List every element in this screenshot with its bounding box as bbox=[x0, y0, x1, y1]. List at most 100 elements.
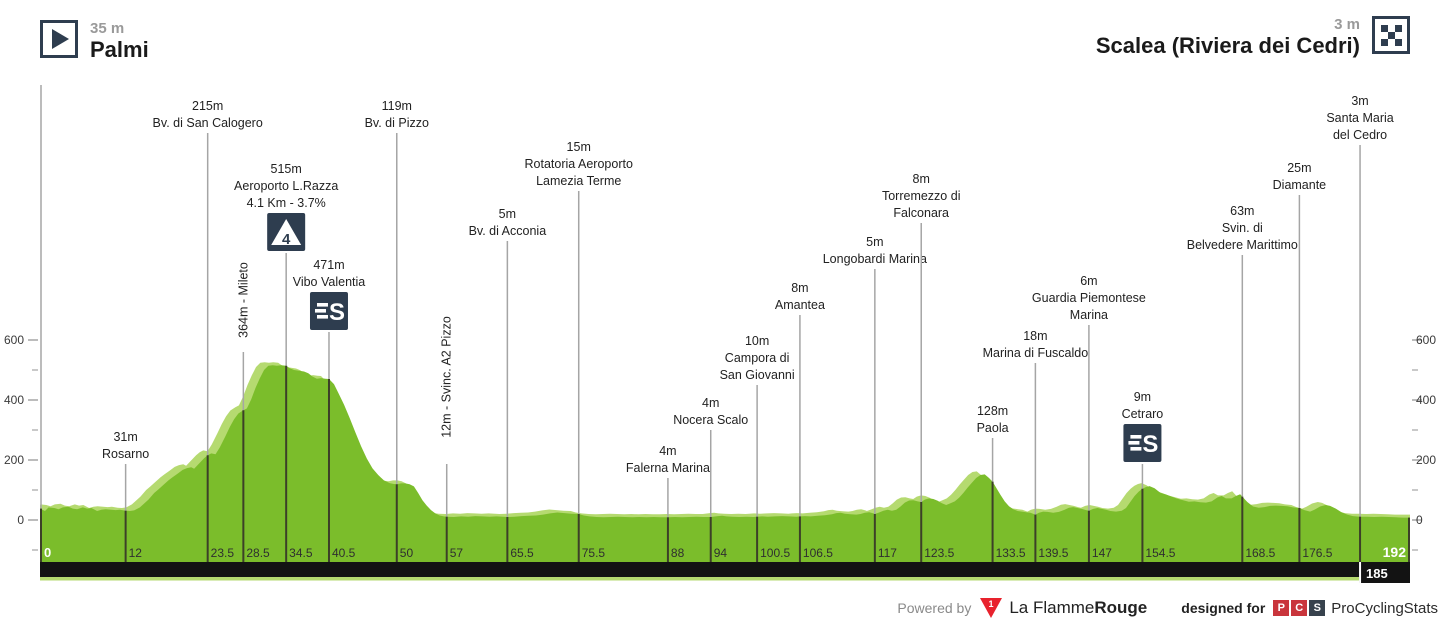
waypoint-label: 8m bbox=[913, 172, 930, 186]
start-play-icon bbox=[40, 20, 78, 58]
waypoint-label: del Cedro bbox=[1333, 128, 1387, 142]
procyclingstats-label[interactable]: ProCyclingStats bbox=[1331, 599, 1438, 617]
pcs-logo-icon[interactable]: P C S bbox=[1273, 600, 1326, 616]
waypoint-label-rotated: 364m - Mileto bbox=[236, 262, 250, 338]
waypoint-label: 215m bbox=[192, 99, 223, 113]
x-axis-label: 168.5 bbox=[1245, 546, 1275, 560]
x-axis-label: 50 bbox=[400, 546, 414, 560]
waypoint-label: Falconara bbox=[893, 206, 949, 220]
waypoint-label: Paola bbox=[977, 421, 1009, 435]
x-axis-label: 176.5 bbox=[1302, 546, 1332, 560]
waypoint-label: 128m bbox=[977, 404, 1008, 418]
bottom-black-bar bbox=[40, 562, 1410, 577]
waypoint-label: 10m bbox=[745, 334, 769, 348]
waypoint-label: 63m bbox=[1230, 204, 1254, 218]
start-elevation: 35 m bbox=[90, 20, 125, 37]
waypoint-label-rotated: 12m - Svinc. A2 Pizzo bbox=[440, 316, 454, 438]
x-axis-label: 23.5 bbox=[211, 546, 235, 560]
waypoint-label: Diamante bbox=[1273, 178, 1327, 192]
waypoint-label: Amantea bbox=[775, 298, 825, 312]
la-flamme-rouge-logo-icon[interactable]: 1 bbox=[979, 597, 1003, 619]
profile-area-main bbox=[40, 365, 1410, 562]
y-axis-label-right: 400 bbox=[1416, 393, 1436, 407]
x-axis-label: 94 bbox=[714, 546, 728, 560]
waypoint-label: Vibo Valentia bbox=[293, 275, 366, 289]
x-axis-label: 154.5 bbox=[1145, 546, 1175, 560]
waypoint-label: Bv. di San Calogero bbox=[153, 116, 263, 130]
x-axis-label: 100.5 bbox=[760, 546, 790, 560]
waypoint-label: 6m bbox=[1080, 274, 1097, 288]
y-axis-label-right: 200 bbox=[1416, 453, 1436, 467]
x-axis-label: 139.5 bbox=[1038, 546, 1068, 560]
x-axis-label: 123.5 bbox=[924, 546, 954, 560]
waypoint-label: 471m bbox=[313, 258, 344, 272]
x-axis-label: 12 bbox=[129, 546, 143, 560]
waypoint-label: Guardia Piemontese bbox=[1032, 291, 1146, 305]
start-block: 35 m Palmi bbox=[40, 20, 149, 62]
designed-for-label: designed for bbox=[1181, 600, 1266, 616]
waypoint-label: 15m bbox=[567, 140, 591, 154]
x-axis-label: 75.5 bbox=[582, 546, 606, 560]
start-name: Palmi bbox=[90, 37, 149, 62]
stage-profile-chart: 31m Rosarno 215m Bv. di San Calogero 364m - … bbox=[4, 85, 1436, 583]
waypoint-label: Aeroporto L.Razza bbox=[234, 179, 338, 193]
finish-text: 3 m Scalea (Riviera dei Cedri) bbox=[1096, 16, 1360, 58]
x-axis-label: 28.5 bbox=[246, 546, 270, 560]
pcs-letter-p: P bbox=[1273, 600, 1290, 616]
waypoint-label: San Giovanni bbox=[720, 368, 795, 382]
pcs-letter-s: S bbox=[1309, 600, 1326, 616]
waypoint-label: Marina bbox=[1070, 308, 1108, 322]
waypoint-label: Nocera Scalo bbox=[673, 413, 748, 427]
waypoint-label: Santa Maria bbox=[1326, 111, 1393, 125]
finish-marker-box bbox=[1359, 562, 1410, 583]
waypoint-label: Longobardi Marina bbox=[823, 252, 927, 266]
x-axis-label: 40.5 bbox=[332, 546, 356, 560]
finish-flag-icon bbox=[1372, 16, 1410, 54]
waypoint-label: 8m bbox=[791, 281, 808, 295]
x-axis-label: 106.5 bbox=[803, 546, 833, 560]
waypoint-label: 4.1 Km - 3.7% bbox=[247, 196, 326, 210]
x-axis-label-finish: 192 bbox=[1383, 544, 1407, 560]
waypoint-label: 18m bbox=[1023, 329, 1047, 343]
waypoint-label: Svin. di bbox=[1222, 221, 1263, 235]
waypoint-label: 515m bbox=[271, 162, 302, 176]
finish-marker-label: 185 bbox=[1366, 566, 1388, 581]
waypoint-label: 5m bbox=[866, 235, 883, 249]
pcs-letter-c: C bbox=[1291, 600, 1308, 616]
waypoint-label: Bv. di Acconia bbox=[469, 224, 547, 238]
start-text: 35 m Palmi bbox=[90, 20, 149, 62]
waypoint-label: 4m bbox=[702, 396, 719, 410]
y-axis-label-left: 400 bbox=[4, 393, 24, 407]
waypoint-label: 9m bbox=[1134, 390, 1151, 404]
waypoint-label: Marina di Fuscaldo bbox=[983, 346, 1089, 360]
waypoint-label: Bv. di Pizzo bbox=[365, 116, 429, 130]
footer-credits: Powered by 1 La FlammeRouge designed for… bbox=[897, 597, 1438, 619]
x-axis-label: 65.5 bbox=[510, 546, 534, 560]
y-axis-label-right: 0 bbox=[1416, 513, 1423, 527]
y-axis-label-left: 0 bbox=[17, 513, 24, 527]
la-flamme-rouge-wordmark[interactable]: La FlammeRouge bbox=[1009, 598, 1147, 618]
waypoint-label: 119m bbox=[382, 99, 412, 113]
play-triangle-icon bbox=[52, 29, 69, 49]
category-4-number: 4 bbox=[282, 231, 291, 248]
intermediate-sprint-icon bbox=[1123, 424, 1162, 462]
sprint-s-glyph: S bbox=[329, 299, 345, 326]
y-axis-label-right: 600 bbox=[1416, 333, 1436, 347]
waypoint-label: Rotatoria Aeroporto bbox=[525, 157, 633, 171]
bottom-green-strip bbox=[40, 577, 1410, 581]
waypoint-label: Rosarno bbox=[102, 447, 149, 461]
svg-text:1: 1 bbox=[989, 599, 994, 609]
finish-block: 3 m Scalea (Riviera dei Cedri) bbox=[1096, 16, 1410, 58]
x-axis-label: 34.5 bbox=[289, 546, 313, 560]
lfr-regular: La Flamme bbox=[1009, 598, 1095, 617]
waypoint-label: 3m bbox=[1351, 94, 1368, 108]
waypoint-label: 4m bbox=[659, 444, 676, 458]
x-axis-label: 57 bbox=[450, 546, 464, 560]
waypoint-label: Lamezia Terme bbox=[536, 174, 621, 188]
waypoint-label: 5m bbox=[499, 207, 516, 221]
y-axis-label-left: 200 bbox=[4, 453, 24, 467]
lfr-bold: Rouge bbox=[1094, 598, 1148, 617]
category-4-climb-icon bbox=[267, 213, 306, 251]
x-axis-label: 133.5 bbox=[996, 546, 1026, 560]
